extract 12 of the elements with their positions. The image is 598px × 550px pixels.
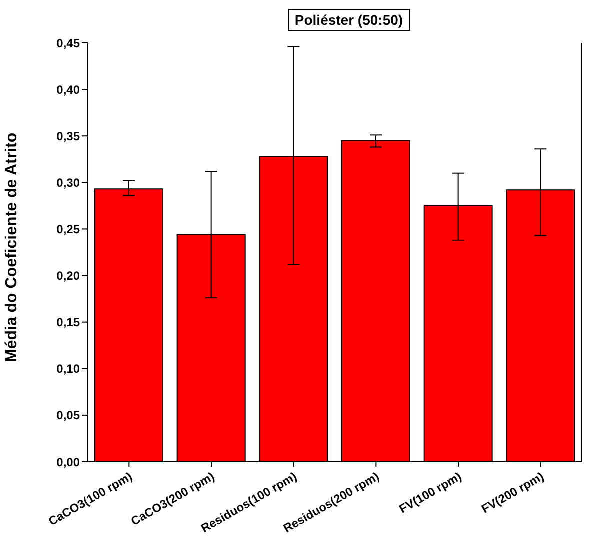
y-tick-label: 0,10 bbox=[56, 362, 80, 376]
y-tick-label: 0,45 bbox=[56, 36, 80, 50]
y-tick-label: 0,25 bbox=[56, 222, 80, 236]
y-axis-title: Média do Coeficiente de Atrito bbox=[4, 132, 21, 362]
chart-title: Poliéster (50:50) bbox=[288, 9, 410, 31]
y-tick-label: 0,35 bbox=[56, 129, 80, 144]
y-tick-label: 0,05 bbox=[56, 408, 80, 423]
y-tick-label: 0,40 bbox=[56, 82, 80, 97]
y-tick-label: 0,20 bbox=[56, 269, 80, 284]
y-tick-label: 0,30 bbox=[56, 176, 80, 190]
y-tick-label: 0,15 bbox=[56, 316, 80, 330]
y-tick-label: 0,00 bbox=[56, 455, 80, 470]
